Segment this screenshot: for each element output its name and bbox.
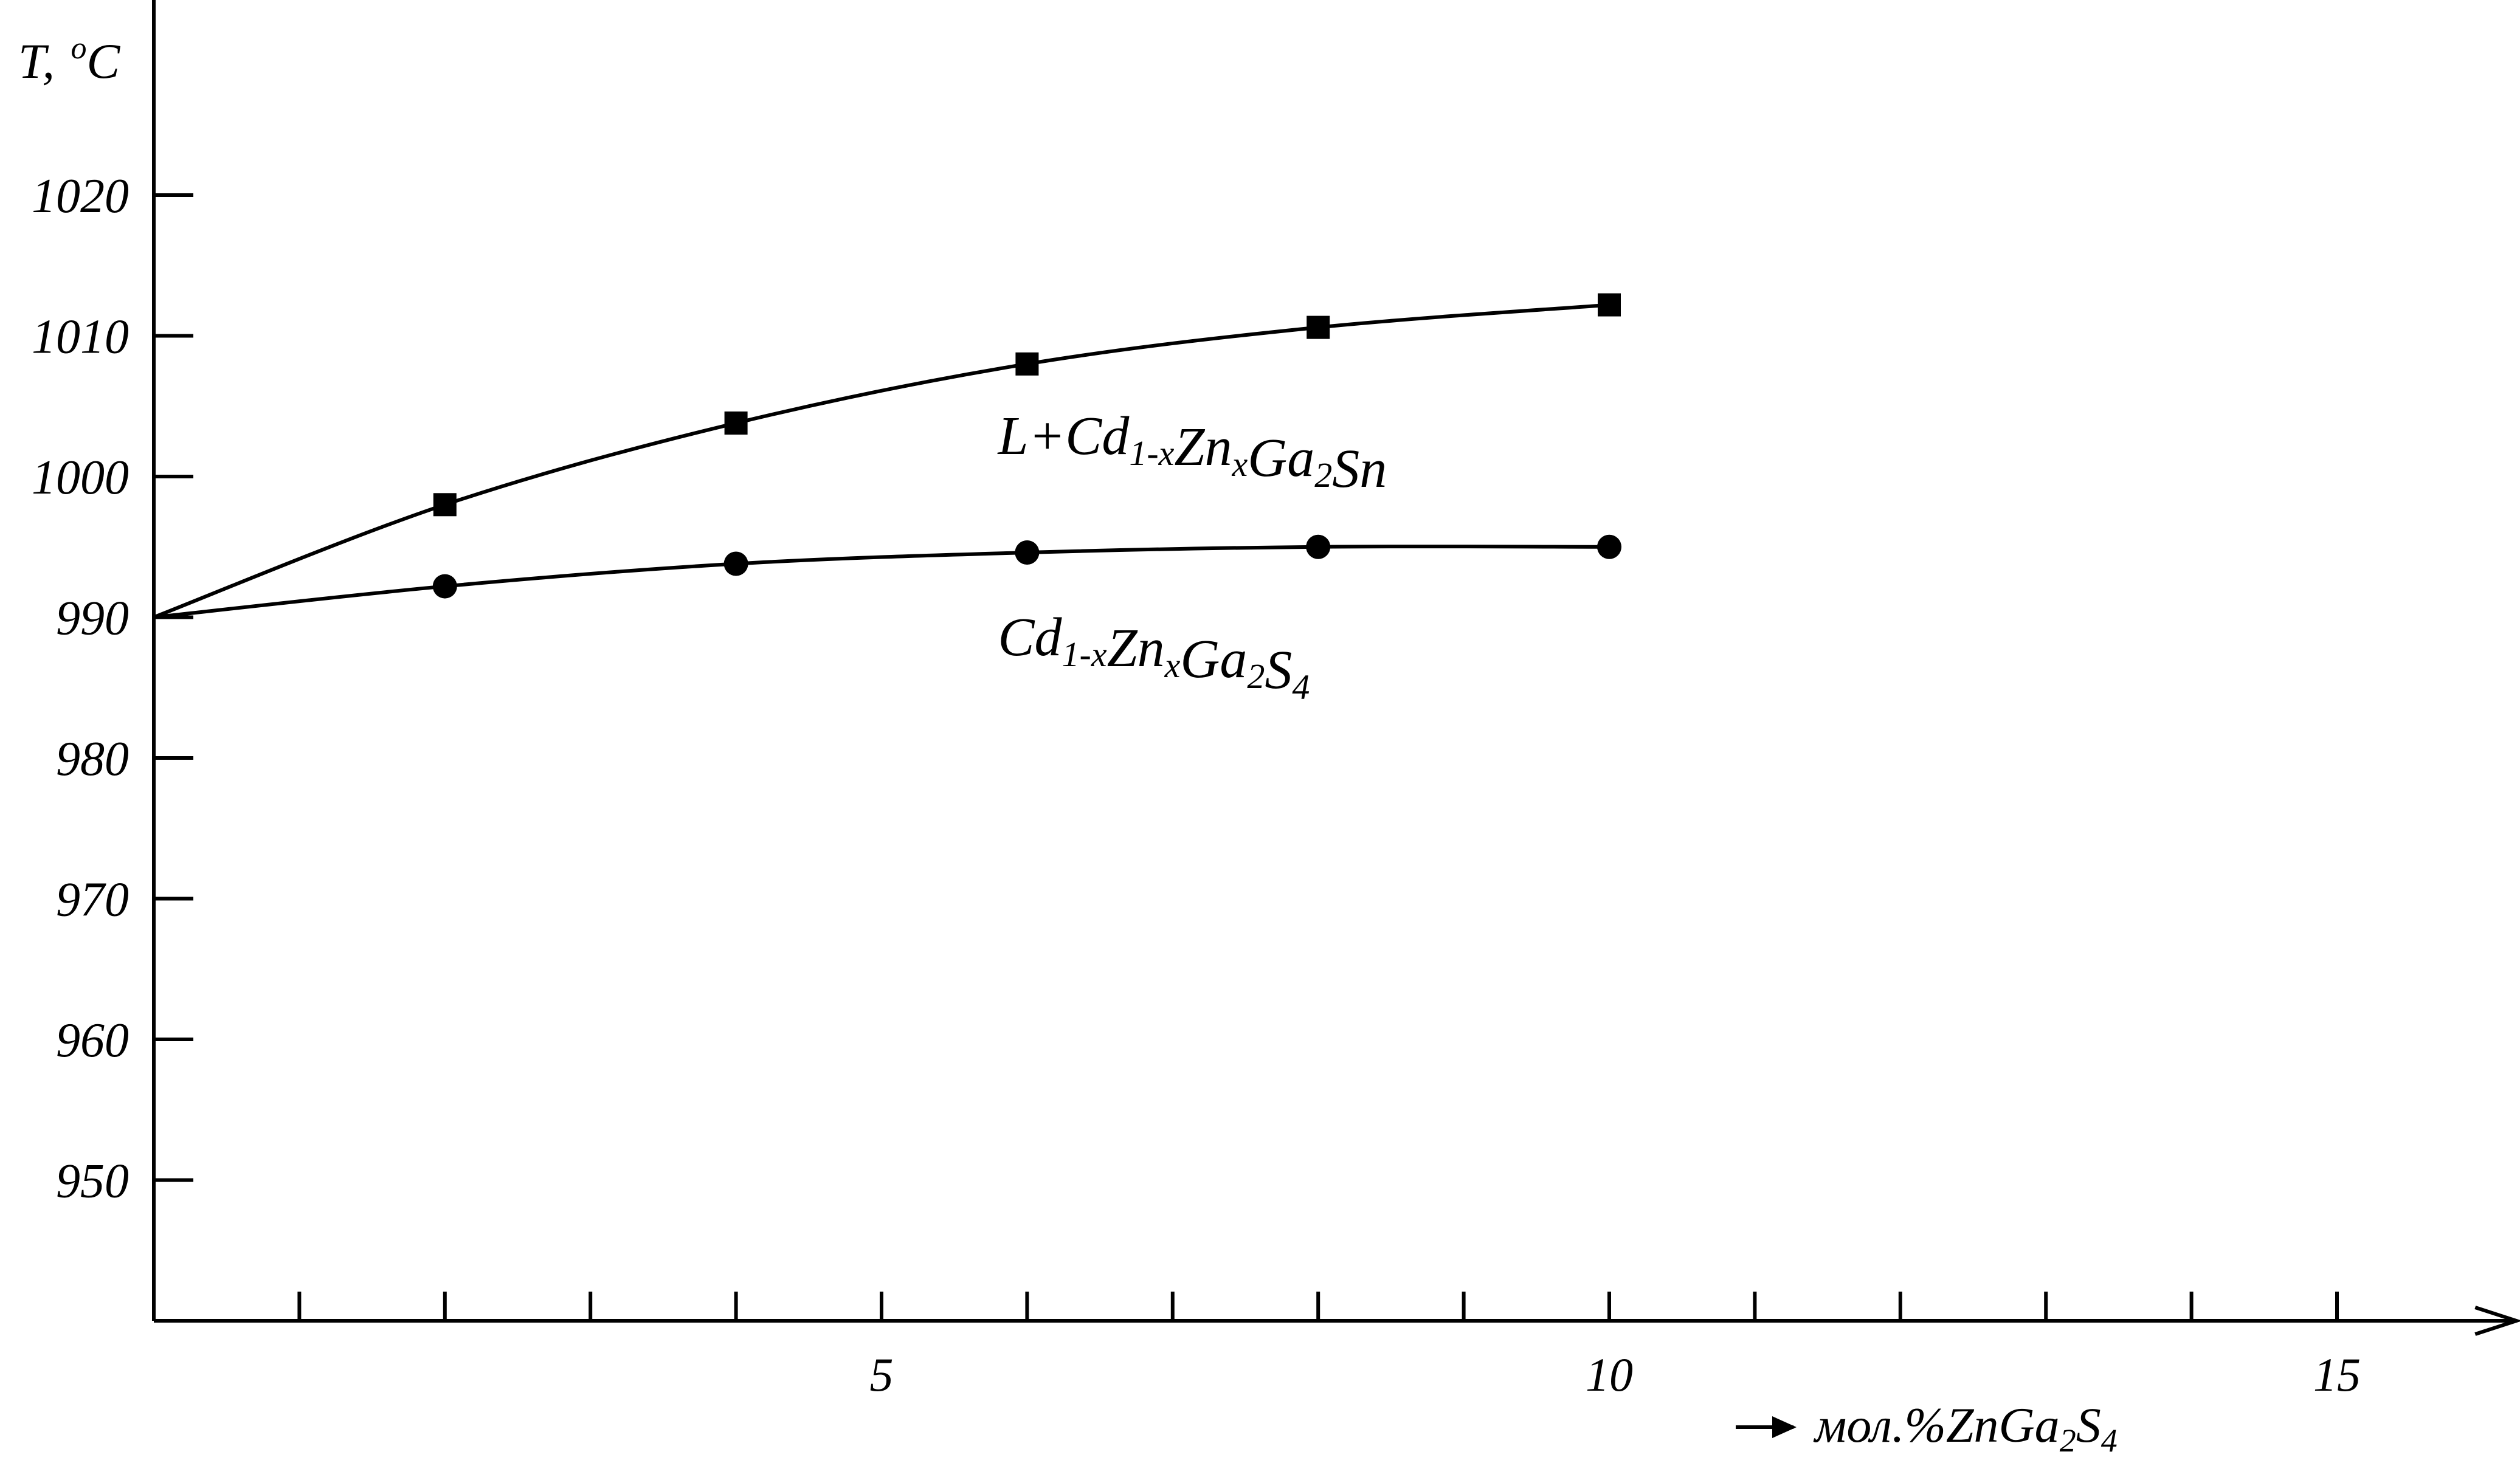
data-point-square bbox=[433, 493, 457, 517]
y-axis-label-part: o bbox=[71, 31, 87, 66]
axes bbox=[152, 0, 2520, 1336]
y-tick-label: 960 bbox=[56, 1014, 129, 1067]
annotation-text: S bbox=[1265, 640, 1292, 700]
annotation-subscript: 4 bbox=[1292, 667, 1310, 707]
annotation-subscript: x bbox=[1164, 646, 1181, 685]
y-tick-label: 990 bbox=[56, 592, 129, 646]
data-point-square bbox=[1307, 315, 1330, 339]
x-axis-label-part: 4 bbox=[2101, 1422, 2118, 1459]
curves bbox=[153, 303, 1610, 619]
annotation-text: Ga bbox=[1180, 629, 1247, 689]
x-tick-label: 15 bbox=[2313, 1348, 2361, 1401]
series-line-circle bbox=[153, 545, 1610, 619]
y-tick-label: 1000 bbox=[32, 451, 129, 504]
annotation-text: Ga bbox=[1248, 428, 1314, 488]
data-point-square bbox=[724, 411, 748, 435]
data-point-circle bbox=[432, 574, 457, 599]
y-tick-label: 980 bbox=[56, 732, 129, 786]
data-point-square bbox=[1598, 293, 1621, 317]
annotation-text: Cd bbox=[998, 607, 1063, 667]
x-axis-label-part: мол.%ZnGa bbox=[1813, 1397, 2060, 1453]
y-tick-label: 1020 bbox=[32, 170, 129, 223]
annotation-solidus: Cd1-xZnxGa2S4 bbox=[998, 607, 1310, 707]
y-tick-label: 1010 bbox=[32, 311, 129, 364]
annotation-subscript: 1-x bbox=[1129, 433, 1174, 473]
data-point-square bbox=[1015, 352, 1039, 376]
annotation-text: Zn bbox=[1107, 618, 1165, 678]
series-line-square bbox=[153, 303, 1610, 619]
annotation-subscript: 2 bbox=[1247, 656, 1265, 696]
y-axis-label: T, oC bbox=[18, 31, 121, 89]
data-point-circle bbox=[1015, 540, 1040, 565]
ticks bbox=[154, 193, 2339, 1321]
markers bbox=[432, 293, 1621, 599]
data-point-circle bbox=[723, 551, 748, 576]
annotation-subscript: 1-x bbox=[1062, 635, 1107, 674]
annotation-subscript: 2 bbox=[1314, 455, 1332, 495]
y-axis-label-part: C bbox=[87, 33, 121, 89]
x-tick-label: 10 bbox=[1586, 1348, 1633, 1401]
data-point-circle bbox=[1597, 534, 1621, 559]
annotation-subscript: x bbox=[1231, 444, 1248, 484]
x-tick-label: 5 bbox=[870, 1348, 894, 1401]
y-tick-label: 970 bbox=[56, 873, 129, 927]
y-tick-label: 950 bbox=[56, 1155, 129, 1208]
x-axis-label-part: 2 bbox=[2060, 1422, 2076, 1459]
data-point-circle bbox=[1306, 534, 1331, 559]
x-axis-label-part: S bbox=[2076, 1397, 2101, 1453]
x-axis-arrowhead bbox=[2474, 1306, 2520, 1336]
x-axis-label: мол.%ZnGa2S4 bbox=[1813, 1397, 2118, 1459]
x-axis-label-arrowhead-icon bbox=[1772, 1416, 1797, 1438]
annotation-text: Zn bbox=[1174, 417, 1232, 477]
labels: 5 10 15950960970980990100010101020L+Cd1-xZ… bbox=[18, 31, 2361, 1459]
annotation-liquidus: L+Cd1-xZnxGa2Sn bbox=[997, 406, 1387, 499]
annotation-text: L+Cd bbox=[997, 406, 1130, 466]
y-axis-label-part: T, bbox=[18, 33, 67, 89]
annotation-text: Sn bbox=[1332, 439, 1387, 499]
